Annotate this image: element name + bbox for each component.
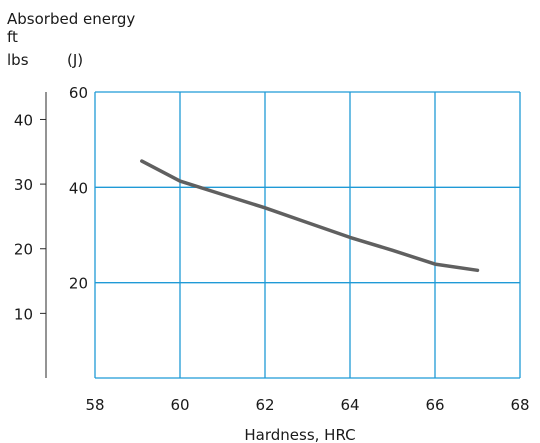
ftlbs-tick-label-3: 40 (14, 111, 33, 129)
left-unit-bottom: lbs (7, 51, 29, 69)
left-axis-ticks: 10 20 30 40 (14, 111, 46, 323)
x-tick-label-2: 62 (255, 396, 274, 414)
series-line-0 (140, 159, 480, 273)
ftlbs-tick-label-0: 10 (14, 305, 33, 323)
right-unit: (J) (67, 51, 83, 69)
chart-title: Absorbed energy (7, 10, 135, 28)
joule-tick-label-2: 60 (69, 84, 88, 102)
joule-tick-label-1: 40 (69, 179, 88, 197)
ftlbs-tick-label-1: 20 (14, 241, 33, 259)
grid (94, 91, 521, 379)
joule-tick-label-0: 20 (69, 275, 88, 293)
ftlbs-tick-label-2: 30 (14, 176, 33, 194)
x-tick-label-0: 58 (85, 396, 104, 414)
joule-axis-ticks: 20 40 60 (69, 84, 88, 293)
series-group (140, 159, 480, 273)
left-unit-top: ft (7, 28, 18, 46)
x-tick-label-5: 68 (510, 396, 529, 414)
x-tick-label-4: 66 (425, 396, 444, 414)
x-axis-label: Hardness, HRC (244, 426, 355, 443)
x-tick-label-1: 60 (170, 396, 189, 414)
x-tick-label-3: 64 (340, 396, 359, 414)
x-axis-ticks: 58 60 62 64 66 68 (85, 396, 529, 414)
